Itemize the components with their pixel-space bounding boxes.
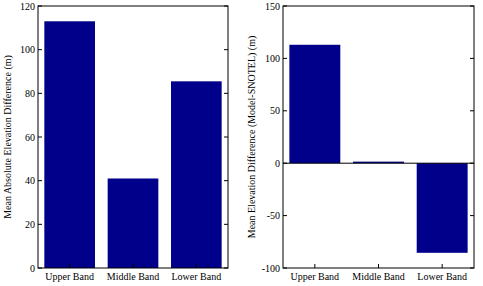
frame [38,6,228,268]
bar [289,45,340,163]
x-tick-label: Upper Band [291,271,340,282]
y-tick-label: 60 [25,132,35,143]
y-tick [38,93,42,94]
y-tick [283,268,287,269]
frame [283,6,474,268]
y-tick [38,224,42,225]
y-tick [38,268,42,269]
y-tick [224,93,228,94]
x-tick-label: Middle Band [107,271,160,282]
y-tick [283,215,287,216]
y-tick [224,268,228,269]
y-tick [224,180,228,181]
bar [108,178,159,268]
y-tick-label: -100 [262,263,280,274]
y-tick [224,6,228,7]
y-tick [470,58,474,59]
x-tick-label: Middle Band [352,271,405,282]
y-tick-label: -50 [267,210,280,221]
y-tick-label: 40 [25,175,35,186]
y-tick-label: 0 [275,158,280,169]
x-tick [442,264,443,268]
y-tick [470,6,474,7]
y-tick [283,163,287,164]
y-tick [38,180,42,181]
y-tick [283,58,287,59]
y-tick-label: 100 [265,53,280,64]
y-tick [224,137,228,138]
y-tick [224,224,228,225]
x-tick [133,264,134,268]
plot: 0 20 40 60 80 100 120 Upper Band Middle Band Lowe… [2,1,228,283]
x-tick [378,264,379,268]
plot: -100 -50 0 50 100 150 Upper Band Middle Band Low… [246,1,474,283]
y-tick-label: 50 [270,105,280,116]
x-tick-label: Lower Band [417,271,467,282]
bars [44,21,221,268]
x-tick-label: Lower Band [171,271,221,282]
y-tick [38,49,42,50]
bars [289,45,467,253]
baseline [283,163,474,164]
y-tick [38,6,42,7]
y-tick [470,268,474,269]
y-tick-label: 150 [265,1,280,12]
y-tick [470,215,474,216]
y-axis-label: Mean Elevation Difference (Model-SNOTEL)… [246,36,258,239]
y-tick-label: 0 [30,263,35,274]
y-tick [38,137,42,138]
x-tick [69,264,70,268]
x-tick-label: Upper Band [45,271,94,282]
bar [417,163,468,253]
y-tick-label: 20 [25,219,35,230]
bar [44,21,95,268]
y-tick [470,110,474,111]
x-tick [196,264,197,268]
y-tick [283,6,287,7]
y-tick-label: 80 [25,88,35,99]
y-axis-label: Mean Absolute Elevation Difference (m) [2,55,14,219]
figure: 0 20 40 60 80 100 120 Upper Band Middle Band Lowe… [0,0,483,286]
y-tick [224,49,228,50]
y-tick [283,110,287,111]
bar [171,81,222,268]
x-tick [314,264,315,268]
y-tick [470,163,474,164]
y-tick-label: 100 [20,44,35,55]
y-tick-label: 120 [20,1,35,12]
